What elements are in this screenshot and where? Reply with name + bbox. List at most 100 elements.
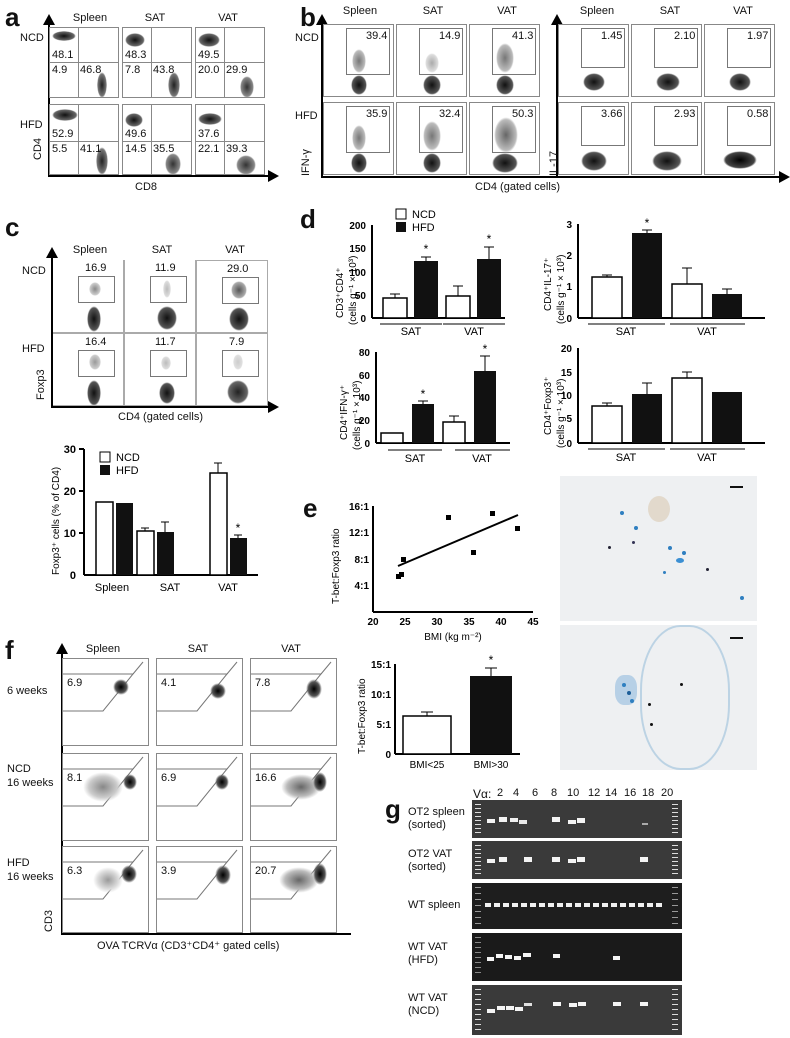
col-header: VAT bbox=[218, 12, 238, 24]
svg-text:NCD: NCD bbox=[412, 209, 436, 221]
pct-gated: 32.4 bbox=[439, 108, 461, 120]
lane-number: 8 bbox=[551, 787, 558, 799]
svg-text:80: 80 bbox=[359, 348, 371, 359]
pct-gated: 50.3 bbox=[512, 108, 534, 120]
pct-gated: 29.0 bbox=[227, 263, 249, 275]
flow-plot: 49.6 14.5 35.5 bbox=[122, 104, 192, 175]
pct-lower-right: 39.3 bbox=[226, 143, 248, 155]
col-header: SAT bbox=[151, 244, 173, 256]
svg-text:*: * bbox=[645, 216, 650, 230]
row-header: NCD bbox=[20, 32, 44, 44]
svg-text:BMI>30: BMI>30 bbox=[474, 760, 509, 770]
col-header: Spleen bbox=[72, 12, 108, 24]
x-axis-label: CD4 (gated cells) bbox=[475, 181, 560, 193]
svg-text:T-bet:Foxp3 ratio: T-bet:Foxp3 ratio bbox=[357, 678, 368, 754]
svg-text:*: * bbox=[489, 653, 494, 667]
svg-text:VAT: VAT bbox=[218, 582, 238, 594]
pct-lower-right: 46.8 bbox=[80, 64, 102, 76]
arrow-right-icon bbox=[268, 170, 279, 182]
col-header: VAT bbox=[225, 244, 245, 256]
panel-label-d: d bbox=[300, 204, 316, 234]
svg-text:BMI (kg m⁻²): BMI (kg m⁻²) bbox=[424, 632, 482, 643]
pct-gated: 11.7 bbox=[155, 336, 176, 348]
panel-label-g: g bbox=[385, 794, 401, 824]
svg-text:10:1: 10:1 bbox=[371, 690, 391, 701]
svg-text:4:1: 4:1 bbox=[355, 581, 370, 592]
svg-text:20: 20 bbox=[367, 617, 379, 628]
pct-lower-right: 41.1 bbox=[80, 143, 102, 155]
pct-gated: 7.9 bbox=[229, 336, 245, 348]
svg-text:(cells g⁻¹ × 10³): (cells g⁻¹ × 10³) bbox=[348, 256, 359, 325]
row-header: HFD bbox=[7, 857, 30, 869]
flow-plot: 16.4 bbox=[53, 333, 124, 406]
svg-text:*: * bbox=[236, 521, 241, 535]
svg-text:20: 20 bbox=[359, 416, 371, 427]
svg-text:20: 20 bbox=[561, 344, 573, 355]
svg-text:8:1: 8:1 bbox=[355, 555, 370, 566]
svg-text:10: 10 bbox=[64, 528, 76, 540]
lane-number: 4 bbox=[513, 787, 520, 799]
flow-plot: 39.4 bbox=[323, 24, 394, 97]
pct-lower-right: 29.9 bbox=[226, 64, 248, 76]
chart-e-scatter: 16:1 12:1 8:1 4:1 20 25 30 35 40 45 BMI … bbox=[325, 500, 550, 645]
pct-gated: 2.93 bbox=[674, 108, 696, 120]
gel-image-wt-vat-ncd bbox=[472, 985, 682, 1035]
row-header: 6 weeks bbox=[7, 685, 48, 697]
lane-number: 10 bbox=[567, 787, 580, 799]
flow-plot: 29.0 bbox=[196, 260, 268, 333]
svg-text:0: 0 bbox=[70, 570, 76, 582]
col-header: Spleen bbox=[579, 5, 615, 17]
flow-plot: 3.9 bbox=[156, 846, 243, 933]
col-header: VAT bbox=[497, 5, 517, 17]
col-header: SAT bbox=[144, 12, 166, 24]
col-header: SAT bbox=[659, 5, 681, 17]
flow-plot: 41.3 bbox=[469, 24, 540, 97]
flow-plot: 16.6 bbox=[250, 753, 337, 841]
pct-gated: 20.7 bbox=[255, 865, 277, 877]
svg-text:(cells g⁻¹ × 10³): (cells g⁻¹ × 10³) bbox=[556, 379, 567, 448]
flow-plot: 6.3 bbox=[62, 846, 149, 933]
svg-text:16:1: 16:1 bbox=[349, 502, 369, 513]
svg-text:SAT: SAT bbox=[401, 326, 422, 338]
svg-text:*: * bbox=[421, 387, 426, 401]
panel-label-a: a bbox=[5, 2, 20, 32]
row-header: NCD bbox=[295, 32, 319, 44]
pct-gated: 4.1 bbox=[161, 677, 177, 689]
y-axis bbox=[51, 256, 53, 408]
y-axis-right bbox=[556, 22, 558, 177]
x-axis bbox=[51, 406, 269, 408]
chart-d-ifng: 80 60 40 20 0 * * SAT VAT CD4⁺IFN-γ⁺ (ce… bbox=[310, 340, 510, 470]
svg-text:SAT: SAT bbox=[616, 326, 637, 338]
flow-plot: 4.1 bbox=[156, 658, 243, 746]
flow-plot: 2.93 bbox=[631, 102, 702, 175]
pct-upper-left: 49.5 bbox=[198, 49, 220, 61]
flow-plot: 16.9 bbox=[53, 260, 124, 333]
arrow-up-icon bbox=[316, 14, 328, 25]
pct-gated: 6.9 bbox=[67, 677, 83, 689]
flow-plot: 37.6 22.1 39.3 bbox=[195, 104, 265, 175]
pct-gated: 11.9 bbox=[155, 262, 176, 274]
gel-row-label: WT spleen bbox=[408, 899, 461, 911]
legend-hfd: HFD bbox=[116, 465, 139, 477]
svg-text:VAT: VAT bbox=[464, 326, 484, 338]
svg-text:35: 35 bbox=[463, 617, 475, 628]
y-axis bbox=[321, 22, 323, 177]
flow-plot: 20.7 bbox=[250, 846, 337, 933]
pct-lower-left: 20.0 bbox=[198, 64, 220, 76]
col-header: SAT bbox=[422, 5, 444, 17]
gel-row-label: OT2 spleen (sorted) bbox=[408, 806, 465, 832]
x-axis bbox=[48, 175, 268, 177]
x-axis-label: CD8 bbox=[135, 181, 158, 193]
svg-text:100: 100 bbox=[349, 268, 366, 279]
lane-number: 18 bbox=[642, 787, 655, 799]
gel-lane-header-prefix: Vα: bbox=[473, 787, 492, 801]
flow-plot: 6.9 bbox=[156, 753, 243, 841]
lane-number: 12 bbox=[588, 787, 601, 799]
row-header: HFD bbox=[22, 343, 45, 355]
pct-upper-left: 49.6 bbox=[125, 128, 147, 140]
pct-lower-left: 7.8 bbox=[125, 64, 141, 76]
flow-plot: 50.3 bbox=[469, 102, 540, 175]
col-header: Spleen bbox=[342, 5, 378, 17]
svg-text:20: 20 bbox=[64, 486, 76, 498]
bar-chart: 30 20 10 0 * NCD HFD Spleen SAT VAT Foxp… bbox=[51, 444, 258, 594]
